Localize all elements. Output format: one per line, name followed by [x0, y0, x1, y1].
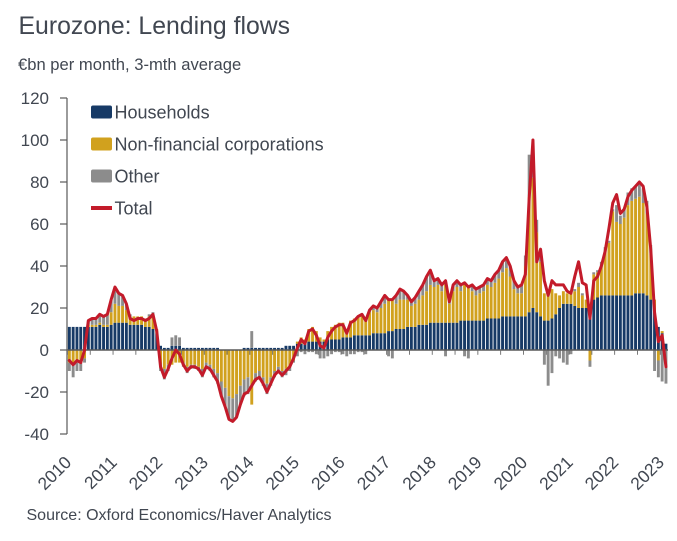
- svg-text:-20: -20: [24, 383, 49, 402]
- svg-text:40: 40: [30, 257, 49, 276]
- svg-text:Total: Total: [115, 198, 153, 218]
- svg-text:Other: Other: [115, 166, 160, 186]
- svg-text:Households: Households: [115, 102, 210, 122]
- svg-text:100: 100: [21, 131, 49, 150]
- svg-text:-40: -40: [24, 425, 49, 444]
- svg-text:Source: Oxford Economics/Haver: Source: Oxford Economics/Haver Analytics: [27, 507, 332, 524]
- svg-text:20: 20: [30, 299, 49, 318]
- svg-text:Non-financial corporations: Non-financial corporations: [115, 134, 324, 154]
- svg-text:0: 0: [40, 341, 49, 360]
- svg-text:80: 80: [30, 173, 49, 192]
- svg-text:120: 120: [21, 89, 49, 108]
- svg-text:Eurozone: Lending flows: Eurozone: Lending flows: [19, 13, 291, 40]
- svg-text:€bn per month, 3-mth average: €bn per month, 3-mth average: [18, 55, 241, 74]
- svg-text:60: 60: [30, 215, 49, 234]
